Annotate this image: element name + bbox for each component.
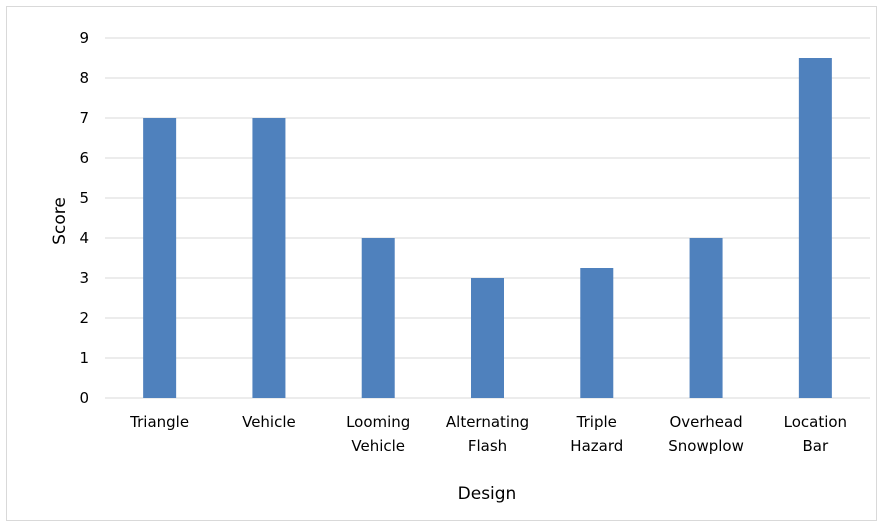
bar-overhead-snowplow bbox=[689, 238, 723, 398]
y-tick-label: 2 bbox=[79, 309, 89, 327]
x-tick-label: Alternating Flash bbox=[446, 413, 529, 455]
y-tick-labels: 0 1 2 3 4 5 6 7 8 9 bbox=[79, 29, 89, 407]
bar-location-bar bbox=[798, 58, 832, 398]
y-tick-label: 7 bbox=[79, 109, 89, 127]
chart-frame: 0 1 2 3 4 5 6 7 8 9 Triangle Vehicle Looming Vehicle… bbox=[6, 6, 877, 521]
y-tick-label: 9 bbox=[79, 29, 89, 47]
bar-vehicle bbox=[252, 118, 286, 398]
x-tick-label: Overhead Snowplow bbox=[668, 413, 744, 455]
bars bbox=[143, 58, 832, 398]
bar-triple-hazard bbox=[580, 268, 614, 398]
bar-alternating-flash bbox=[471, 278, 504, 398]
y-tick-label: 6 bbox=[79, 149, 89, 167]
y-tick-label: 3 bbox=[79, 269, 89, 287]
y-tick-label: 4 bbox=[79, 229, 89, 247]
x-tick-label: Triangle bbox=[129, 413, 189, 431]
bar-chart: 0 1 2 3 4 5 6 7 8 9 Triangle Vehicle Looming Vehicle… bbox=[50, 29, 870, 504]
x-tick-labels: Triangle Vehicle Looming Vehicle Alternating… bbox=[129, 413, 847, 455]
x-tick-label: Looming Vehicle bbox=[346, 413, 410, 455]
bar-looming-vehicle bbox=[361, 238, 395, 398]
y-tick-label: 1 bbox=[79, 349, 89, 367]
x-tick-label: Triple Hazard bbox=[570, 413, 623, 455]
y-tick-label: 8 bbox=[79, 69, 89, 87]
gridlines bbox=[105, 37, 870, 399]
y-tick-label: 0 bbox=[79, 389, 89, 407]
x-tick-label: Location Bar bbox=[784, 413, 847, 455]
y-tick-label: 5 bbox=[79, 189, 89, 207]
x-axis-title: Design bbox=[458, 484, 517, 504]
y-axis-title: Score bbox=[50, 197, 70, 245]
bar-triangle bbox=[143, 118, 177, 398]
x-tick-label: Vehicle bbox=[242, 413, 296, 431]
